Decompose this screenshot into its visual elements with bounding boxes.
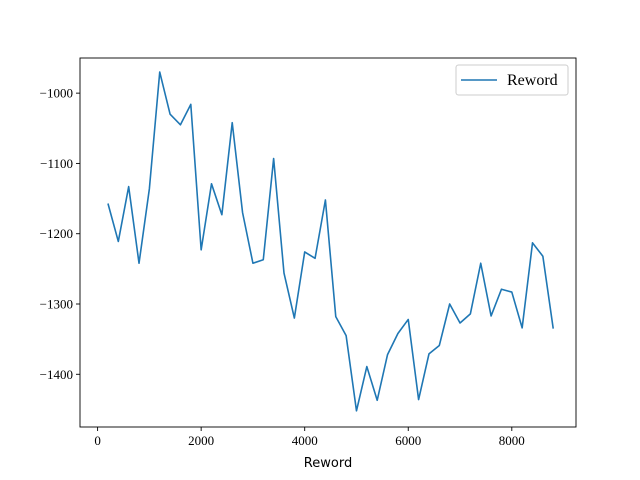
plot-frame — [79, 57, 577, 428]
x-tick-label: 6000 — [395, 433, 421, 448]
x-tick-label: 4000 — [292, 433, 318, 448]
x-axis-label: Reword — [304, 456, 352, 471]
plot-area — [80, 58, 576, 427]
y-tick-label: −1400 — [40, 367, 73, 382]
legend-box — [455, 64, 569, 96]
legend-entry-reword: Reword — [507, 72, 558, 89]
y-tick-label: −1300 — [40, 297, 73, 312]
y-axis-ticks: −1000 −1100 −1200 −1300 −1400 — [40, 86, 80, 382]
x-tick-label: 8000 — [499, 433, 525, 448]
series-line-reword — [107, 71, 555, 412]
x-tick-label: 2000 — [188, 433, 214, 448]
y-tick-label: −1100 — [40, 156, 73, 171]
legend: Reword — [455, 64, 569, 96]
x-tick-label: 0 — [94, 433, 101, 448]
y-tick-label: −1200 — [40, 226, 73, 241]
y-tick-label: −1000 — [40, 86, 73, 101]
x-axis-ticks: 0 2000 4000 6000 8000 — [94, 427, 525, 448]
